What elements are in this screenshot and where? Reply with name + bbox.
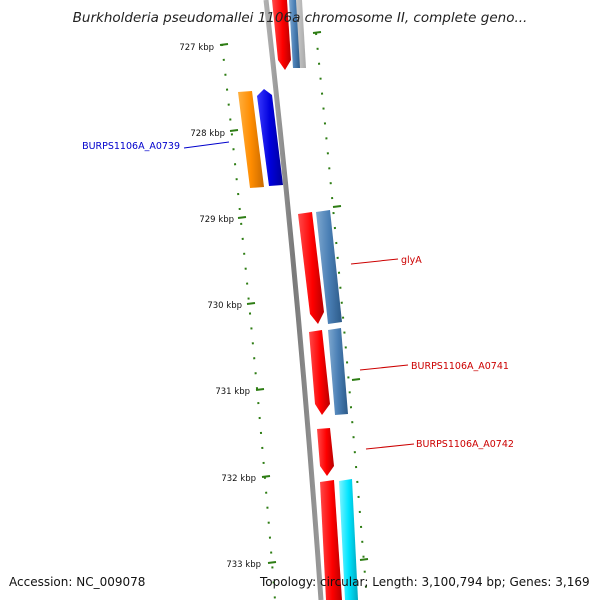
tick-label: 727 kbp xyxy=(179,43,214,53)
label-leader-line xyxy=(350,258,399,265)
accession-text: Accession: NC_009078 xyxy=(9,575,146,589)
tick-label: 731 kbp xyxy=(215,387,250,397)
tick-label: 732 kbp xyxy=(221,474,256,484)
tick-label: 733 kbp xyxy=(226,560,261,570)
feature-darkblue-burps1106a-a0739[interactable] xyxy=(257,89,283,186)
tick-731: 731 kbp xyxy=(215,387,265,397)
outer-tick xyxy=(332,205,342,208)
feature-cds-red-bottom[interactable] xyxy=(320,480,342,600)
outer-tick xyxy=(312,31,322,34)
label-leader-line xyxy=(183,141,230,149)
outer-tick xyxy=(359,558,369,561)
gene-label-burps1106a-a0741[interactable]: BURPS1106A_A0741 xyxy=(411,361,509,372)
tick-727: 727 kbp xyxy=(179,43,229,53)
feature-gene-blue-burps1106a-a0741[interactable] xyxy=(328,328,348,415)
feature-cyan-bottom[interactable] xyxy=(339,479,358,600)
feature-cds-red-glya[interactable] xyxy=(298,212,324,324)
map-title: Burkholderia pseudomallei 1106a chromoso… xyxy=(72,10,528,26)
gene-label-glya[interactable]: glyA xyxy=(401,255,422,266)
tick-732: 732 kbp xyxy=(221,474,271,484)
gene-label-burps1106a-a0742[interactable]: BURPS1106A_A0742 xyxy=(416,439,514,450)
outer-tick xyxy=(351,378,361,381)
label-leader-line xyxy=(365,443,415,450)
feature-cds-red-burps1106a-a0742[interactable] xyxy=(317,428,334,476)
feature-cds-red-top[interactable] xyxy=(272,0,291,70)
tick-ruler-outer xyxy=(315,32,368,601)
feature-gene-blue-top[interactable] xyxy=(289,0,300,68)
feature-cds-red-burps1106a-a0741[interactable] xyxy=(309,330,330,415)
tick-730: 730 kbp xyxy=(207,301,256,311)
tick-733: 733 kbp xyxy=(226,560,277,570)
chromosome-backbone xyxy=(263,0,324,601)
tick-label: 730 kbp xyxy=(207,301,242,311)
feature-orange[interactable] xyxy=(238,91,264,188)
feature-gene-blue-glya[interactable] xyxy=(316,210,342,324)
summary-text: Topology: circular; Length: 3,100,794 bp… xyxy=(260,575,590,589)
tick-ruler-inner xyxy=(221,43,276,601)
tick-728: 728 kbp xyxy=(190,129,239,139)
label-leader-line xyxy=(359,364,409,371)
tick-label: 728 kbp xyxy=(190,129,225,139)
gene-label-burps1106a-a0739[interactable]: BURPS1106A_A0739 xyxy=(82,141,180,152)
tick-label: 729 kbp xyxy=(199,215,234,225)
tick-729: 729 kbp xyxy=(199,215,247,225)
